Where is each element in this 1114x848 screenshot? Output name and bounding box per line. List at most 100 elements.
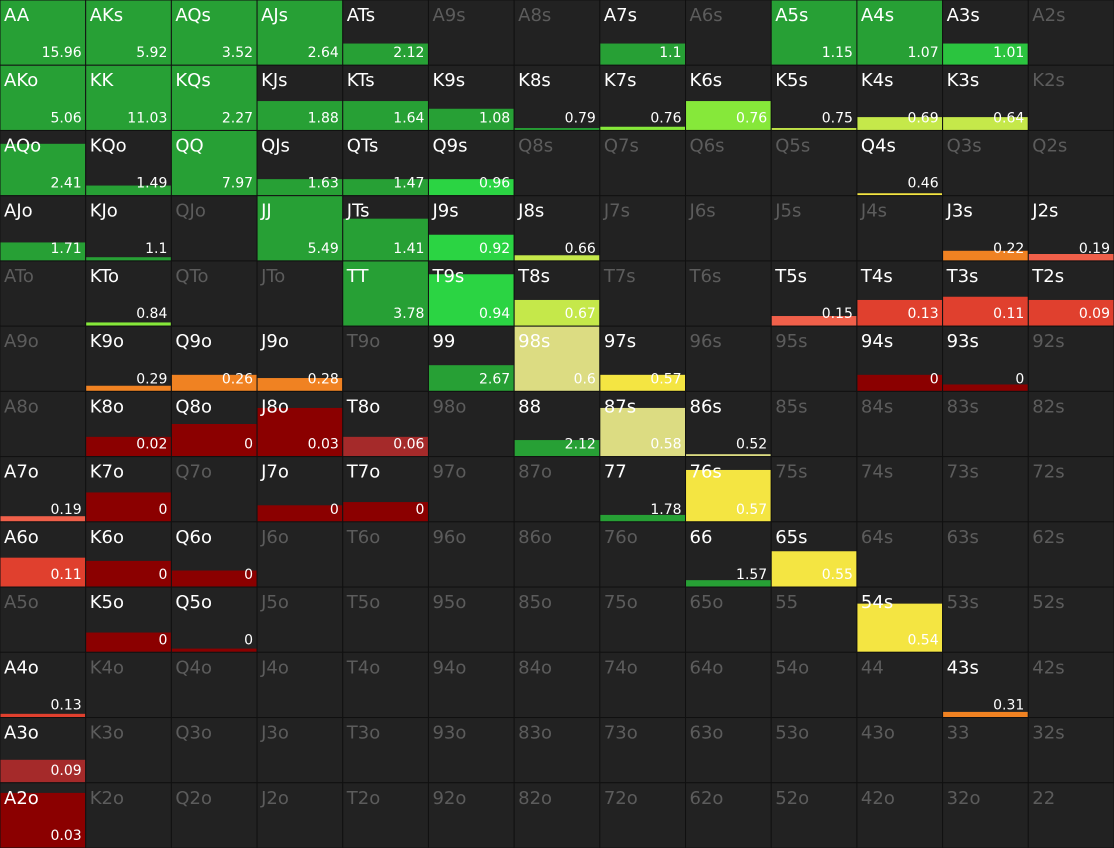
hand-cell[interactable] <box>342 717 429 784</box>
hand-cell[interactable] <box>685 586 772 653</box>
frequency-bar <box>86 322 171 326</box>
hand-cell[interactable] <box>513 717 601 784</box>
hand-cell[interactable] <box>770 195 858 262</box>
hand-cell[interactable] <box>856 129 944 197</box>
hand-cell[interactable] <box>685 195 772 262</box>
hand-cell[interactable] <box>0 651 87 719</box>
hand-cell[interactable] <box>770 651 858 719</box>
hand-label: K5s <box>775 70 808 91</box>
hand-value: 0.92 <box>479 241 510 257</box>
hand-cell[interactable] <box>685 521 772 588</box>
hand-cell[interactable] <box>85 195 172 262</box>
hand-cell[interactable] <box>856 390 944 458</box>
hand-cell[interactable] <box>856 717 944 784</box>
hand-cell[interactable] <box>942 521 1029 588</box>
hand-cell[interactable] <box>342 651 429 719</box>
hand-cell[interactable] <box>1027 0 1114 66</box>
hand-cell[interactable] <box>942 586 1029 653</box>
hand-label: KJo <box>90 201 118 222</box>
hand-cell[interactable] <box>1027 129 1114 197</box>
hand-cell[interactable] <box>770 390 858 458</box>
hand-cell[interactable] <box>170 782 258 848</box>
hand-value: 0 <box>158 502 167 518</box>
hand-cell[interactable] <box>942 195 1029 262</box>
hand-cell[interactable] <box>0 260 87 327</box>
hand-cell[interactable] <box>342 586 429 653</box>
hand-cell[interactable] <box>599 195 687 262</box>
hand-cell[interactable] <box>1027 521 1114 588</box>
hand-cell[interactable] <box>942 456 1029 523</box>
hand-cell[interactable] <box>0 586 87 653</box>
hand-cell[interactable] <box>0 456 87 523</box>
hand-cell[interactable] <box>427 651 515 719</box>
hand-cell[interactable] <box>513 129 601 197</box>
hand-cell[interactable] <box>342 782 429 848</box>
hand-cell[interactable] <box>427 782 515 848</box>
hand-cell[interactable] <box>856 651 944 719</box>
hand-cell[interactable] <box>942 782 1029 848</box>
hand-cell[interactable] <box>685 651 772 719</box>
hand-label: 32o <box>947 788 981 809</box>
hand-value: 1.1 <box>145 241 167 257</box>
hand-cell[interactable] <box>1027 586 1114 653</box>
hand-cell[interactable] <box>170 456 258 523</box>
hand-cell[interactable] <box>770 64 858 131</box>
hand-cell[interactable] <box>427 586 515 653</box>
frequency-bar <box>943 711 1028 718</box>
hand-cell[interactable] <box>599 521 687 588</box>
hand-cell[interactable] <box>85 651 172 719</box>
hand-cell[interactable] <box>513 64 601 131</box>
hand-cell[interactable] <box>342 521 429 588</box>
hand-cell[interactable] <box>599 651 687 719</box>
hand-cell[interactable] <box>256 782 344 848</box>
hand-cell[interactable] <box>170 717 258 784</box>
hand-cell[interactable] <box>85 782 172 848</box>
hand-cell[interactable] <box>599 64 687 131</box>
hand-cell[interactable] <box>685 129 772 197</box>
hand-label: KTo <box>90 266 119 287</box>
hand-cell[interactable] <box>599 129 687 197</box>
hand-cell[interactable] <box>256 651 344 719</box>
hand-cell[interactable] <box>0 390 87 458</box>
hand-cell[interactable] <box>1027 195 1114 262</box>
hand-cell[interactable] <box>770 260 858 327</box>
hand-cell[interactable] <box>256 717 344 784</box>
hand-cell[interactable] <box>685 260 772 327</box>
hand-cell[interactable] <box>685 325 772 392</box>
hand-cell[interactable] <box>1027 64 1114 131</box>
hand-cell[interactable] <box>770 456 858 523</box>
hand-cell[interactable] <box>1027 325 1114 392</box>
hand-cell[interactable] <box>170 586 258 653</box>
hand-label: J9s <box>431 201 458 222</box>
hand-cell[interactable] <box>85 717 172 784</box>
hand-cell[interactable] <box>256 586 344 653</box>
hand-cell[interactable] <box>856 782 944 848</box>
hand-cell[interactable] <box>599 717 687 784</box>
frequency-bar <box>428 234 514 261</box>
hand-cell[interactable] <box>427 521 515 588</box>
hand-cell[interactable] <box>599 586 687 653</box>
hand-cell[interactable] <box>513 456 601 523</box>
hand-label: AKs <box>90 5 124 26</box>
hand-cell[interactable] <box>427 0 515 66</box>
hand-cell[interactable] <box>85 260 172 327</box>
hand-label: J8o <box>260 396 289 417</box>
hand-cell[interactable] <box>770 586 858 653</box>
hand-cell[interactable] <box>1027 651 1114 719</box>
hand-cell[interactable] <box>942 129 1029 197</box>
hand-cell[interactable] <box>1027 782 1114 848</box>
hand-label: A4s <box>861 5 894 26</box>
hand-cell[interactable] <box>427 456 515 523</box>
hand-label: 94o <box>432 657 466 678</box>
hand-cell[interactable] <box>85 129 172 197</box>
hand-cell[interactable] <box>770 129 858 197</box>
hand-cell[interactable] <box>685 782 772 848</box>
hand-cell[interactable] <box>942 717 1029 784</box>
hand-cell[interactable] <box>513 586 601 653</box>
frequency-bar <box>686 454 771 457</box>
hand-label: K4s <box>861 70 894 91</box>
hand-cell[interactable] <box>342 325 429 392</box>
hand-cell[interactable] <box>170 260 258 327</box>
hand-cell[interactable] <box>427 390 515 458</box>
hand-cell[interactable] <box>770 325 858 392</box>
